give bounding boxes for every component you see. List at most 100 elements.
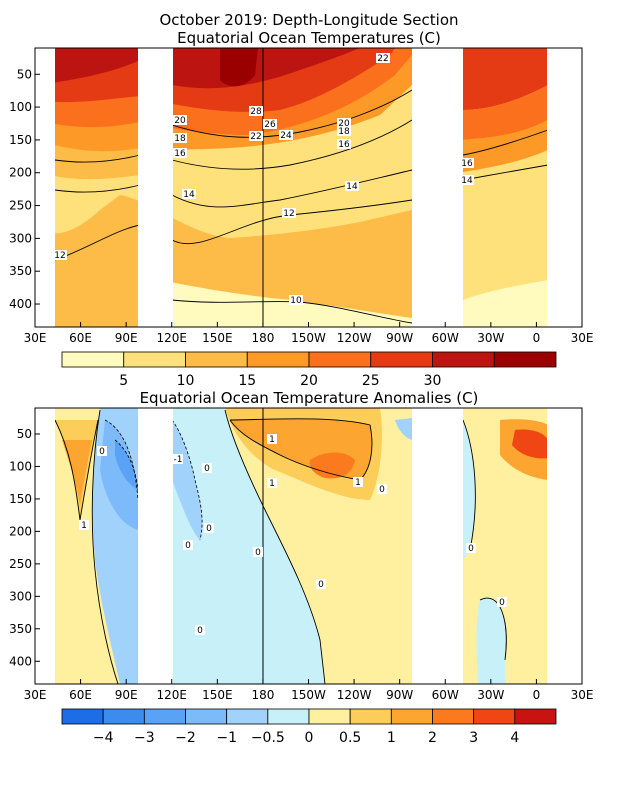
chart1-contour-label-bg: [337, 118, 351, 128]
chart2-contour-label: -1: [174, 455, 183, 465]
chart1-band-east-warm: [463, 48, 548, 110]
chart1-band-east-mid: [463, 120, 548, 172]
chart1-x-tick-label: 150E: [202, 331, 233, 345]
chart1-colorbar-label: 5: [119, 373, 128, 389]
chart2-gap-90e-120e: [138, 408, 173, 684]
chart1-title: October 2019: Depth-Longitude Section: [160, 11, 459, 29]
chart2-x-tick-label: 90E: [115, 688, 138, 702]
chart2-colorbar-swatch: [102, 708, 145, 725]
chart1-contour-label-bg: [460, 158, 474, 168]
chart1-contour-label: 14: [461, 176, 473, 186]
chart2-region-west-darkblue: [115, 440, 138, 490]
chart2-colorbar-label: 3: [469, 730, 478, 746]
chart1-colorbar-swatch: [246, 351, 310, 368]
chart2-x-tick-label: 150W: [291, 688, 326, 702]
chart1-colorbar-swatch: [432, 351, 495, 368]
chart1-isotherm-16: [54, 119, 413, 170]
chart1-contour-label-bg: [345, 181, 359, 191]
chart1-colorbar-label: 10: [177, 373, 195, 389]
chart2-contour-neg-1: [104, 419, 139, 501]
chart2-x-tick-label: 120E: [157, 688, 188, 702]
chart2-neg-contours: [104, 419, 203, 541]
chart2-region-central-blue2: [172, 420, 203, 540]
chart2-contour-label-bg: [267, 434, 277, 444]
chart2-colorbar-swatch: [432, 708, 475, 725]
chart2-contour-labels: 0 -1 1 1 1 1 0 0 0 0 0 0 0 0 0: [79, 434, 507, 636]
chart1-contour-label-bg: [173, 133, 187, 143]
chart1-contour-label: 24: [280, 131, 292, 141]
chart2-colorbar-swatch: [143, 708, 186, 725]
chart2-contour-label-bg: [353, 477, 363, 487]
chart2-contour-label-bg: [195, 625, 205, 635]
chart1-gap-90e-120e: [138, 48, 173, 327]
chart1-contour-label-bg: [249, 106, 263, 116]
chart1-y-ticks: 50 100 150 200 250 300 350 400: [9, 67, 40, 311]
chart1-contour-label: 26: [264, 120, 276, 130]
chart2-contour-label: 0: [204, 464, 210, 474]
chart1-contour-label: 20: [174, 116, 186, 126]
chart1-isotherm-14: [54, 169, 413, 208]
chart1-x-tick-label: 90E: [115, 331, 138, 345]
chart2-y-tick-label: 350: [9, 622, 32, 636]
chart1-contour-label-bg: [279, 130, 293, 140]
chart1-colorbar: 5 10 15 20 25 30: [61, 351, 557, 389]
chart1-contour-label: 20: [338, 119, 350, 129]
chart1-isotherm-20: [171, 89, 413, 138]
chart1-gap-west: [35, 48, 55, 327]
chart1-colorbar-label: 25: [362, 373, 380, 389]
chart1-contour-label: 18: [174, 134, 186, 144]
chart1-colorbar-swatch: [308, 351, 372, 368]
chart1-contour-label-bg: [182, 189, 196, 199]
chart1-x-tick-label: 180: [251, 331, 274, 345]
chart2-gap-west: [35, 408, 55, 684]
chart1-contour-label: 16: [174, 149, 186, 159]
chart2-x-tick-label: 30E: [24, 688, 47, 702]
chart2-contour-label: 0: [206, 524, 212, 534]
chart1-colorbar-label: 30: [424, 373, 442, 389]
chart1-x-tick-label: 90W: [386, 331, 413, 345]
chart2-y-ticks: 50 100 150 200 250 300 350 400: [9, 427, 40, 668]
chart1-band-east-warm2: [463, 85, 548, 140]
chart2-region-west-orange: [62, 440, 92, 505]
chart2-y-tick-label: 250: [9, 557, 32, 571]
chart1-contour-label-bg: [173, 148, 187, 158]
chart2-contour-label-bg: [183, 540, 193, 550]
chart2-contour-label: 1: [269, 479, 275, 489]
chart1-y-tick-label: 300: [9, 231, 32, 245]
chart2-colorbar-swatch: [185, 708, 228, 725]
chart2-colorbar-label: 0.5: [339, 730, 361, 746]
chart2-colorbar-label: −4: [93, 730, 114, 746]
chart1-contour-label: 22: [250, 132, 261, 142]
chart2-contour-label-bg: [79, 520, 89, 530]
chart1-y-tick-label: 350: [9, 264, 32, 278]
chart2-x-tick-label: 120W: [337, 688, 372, 702]
chart2-contour-label: 0: [185, 541, 191, 551]
chart1-contour-label-bg: [289, 295, 303, 305]
chart2-plot-area: [35, 408, 582, 684]
chart1-band-30plus: [220, 48, 258, 87]
chart2-contour-label: 0: [379, 485, 385, 495]
chart2-contour-label: 1: [269, 435, 275, 445]
chart1-x-tick-label: 150W: [291, 331, 326, 345]
chart1-x-tick-label: 120W: [337, 331, 372, 345]
chart1-contour-label: 28: [250, 107, 262, 117]
chart2-y-tick-label: 300: [9, 589, 32, 603]
chart1-colorbar-label: 15: [238, 373, 256, 389]
chart2-colorbar-swatch: [514, 708, 557, 725]
chart1-contour-label: 12: [283, 209, 294, 219]
chart2-colorbar-swatch: [349, 708, 392, 725]
chart2-colorbar-swatch: [390, 708, 433, 725]
chart2-region-central-blue: [172, 408, 325, 684]
chart2-colorbar-label: 0: [305, 730, 314, 746]
chart2-y-tick-label: 200: [9, 524, 32, 538]
chart1-contour-label: 14: [183, 190, 195, 200]
chart1-y-tick-label: 100: [9, 100, 32, 114]
chart2-contour-label-bg: [466, 543, 476, 553]
chart1-contour-label-bg: [53, 250, 67, 260]
chart1-y-tick-label: 250: [9, 199, 32, 213]
chart1-y-tick-label: 50: [17, 67, 32, 81]
chart1-contour-label: 10: [290, 296, 302, 306]
chart1-y-tick-label: 200: [9, 166, 32, 180]
chart1-contour-label-bg: [337, 126, 351, 136]
chart1-contour-label-bg: [173, 115, 187, 125]
